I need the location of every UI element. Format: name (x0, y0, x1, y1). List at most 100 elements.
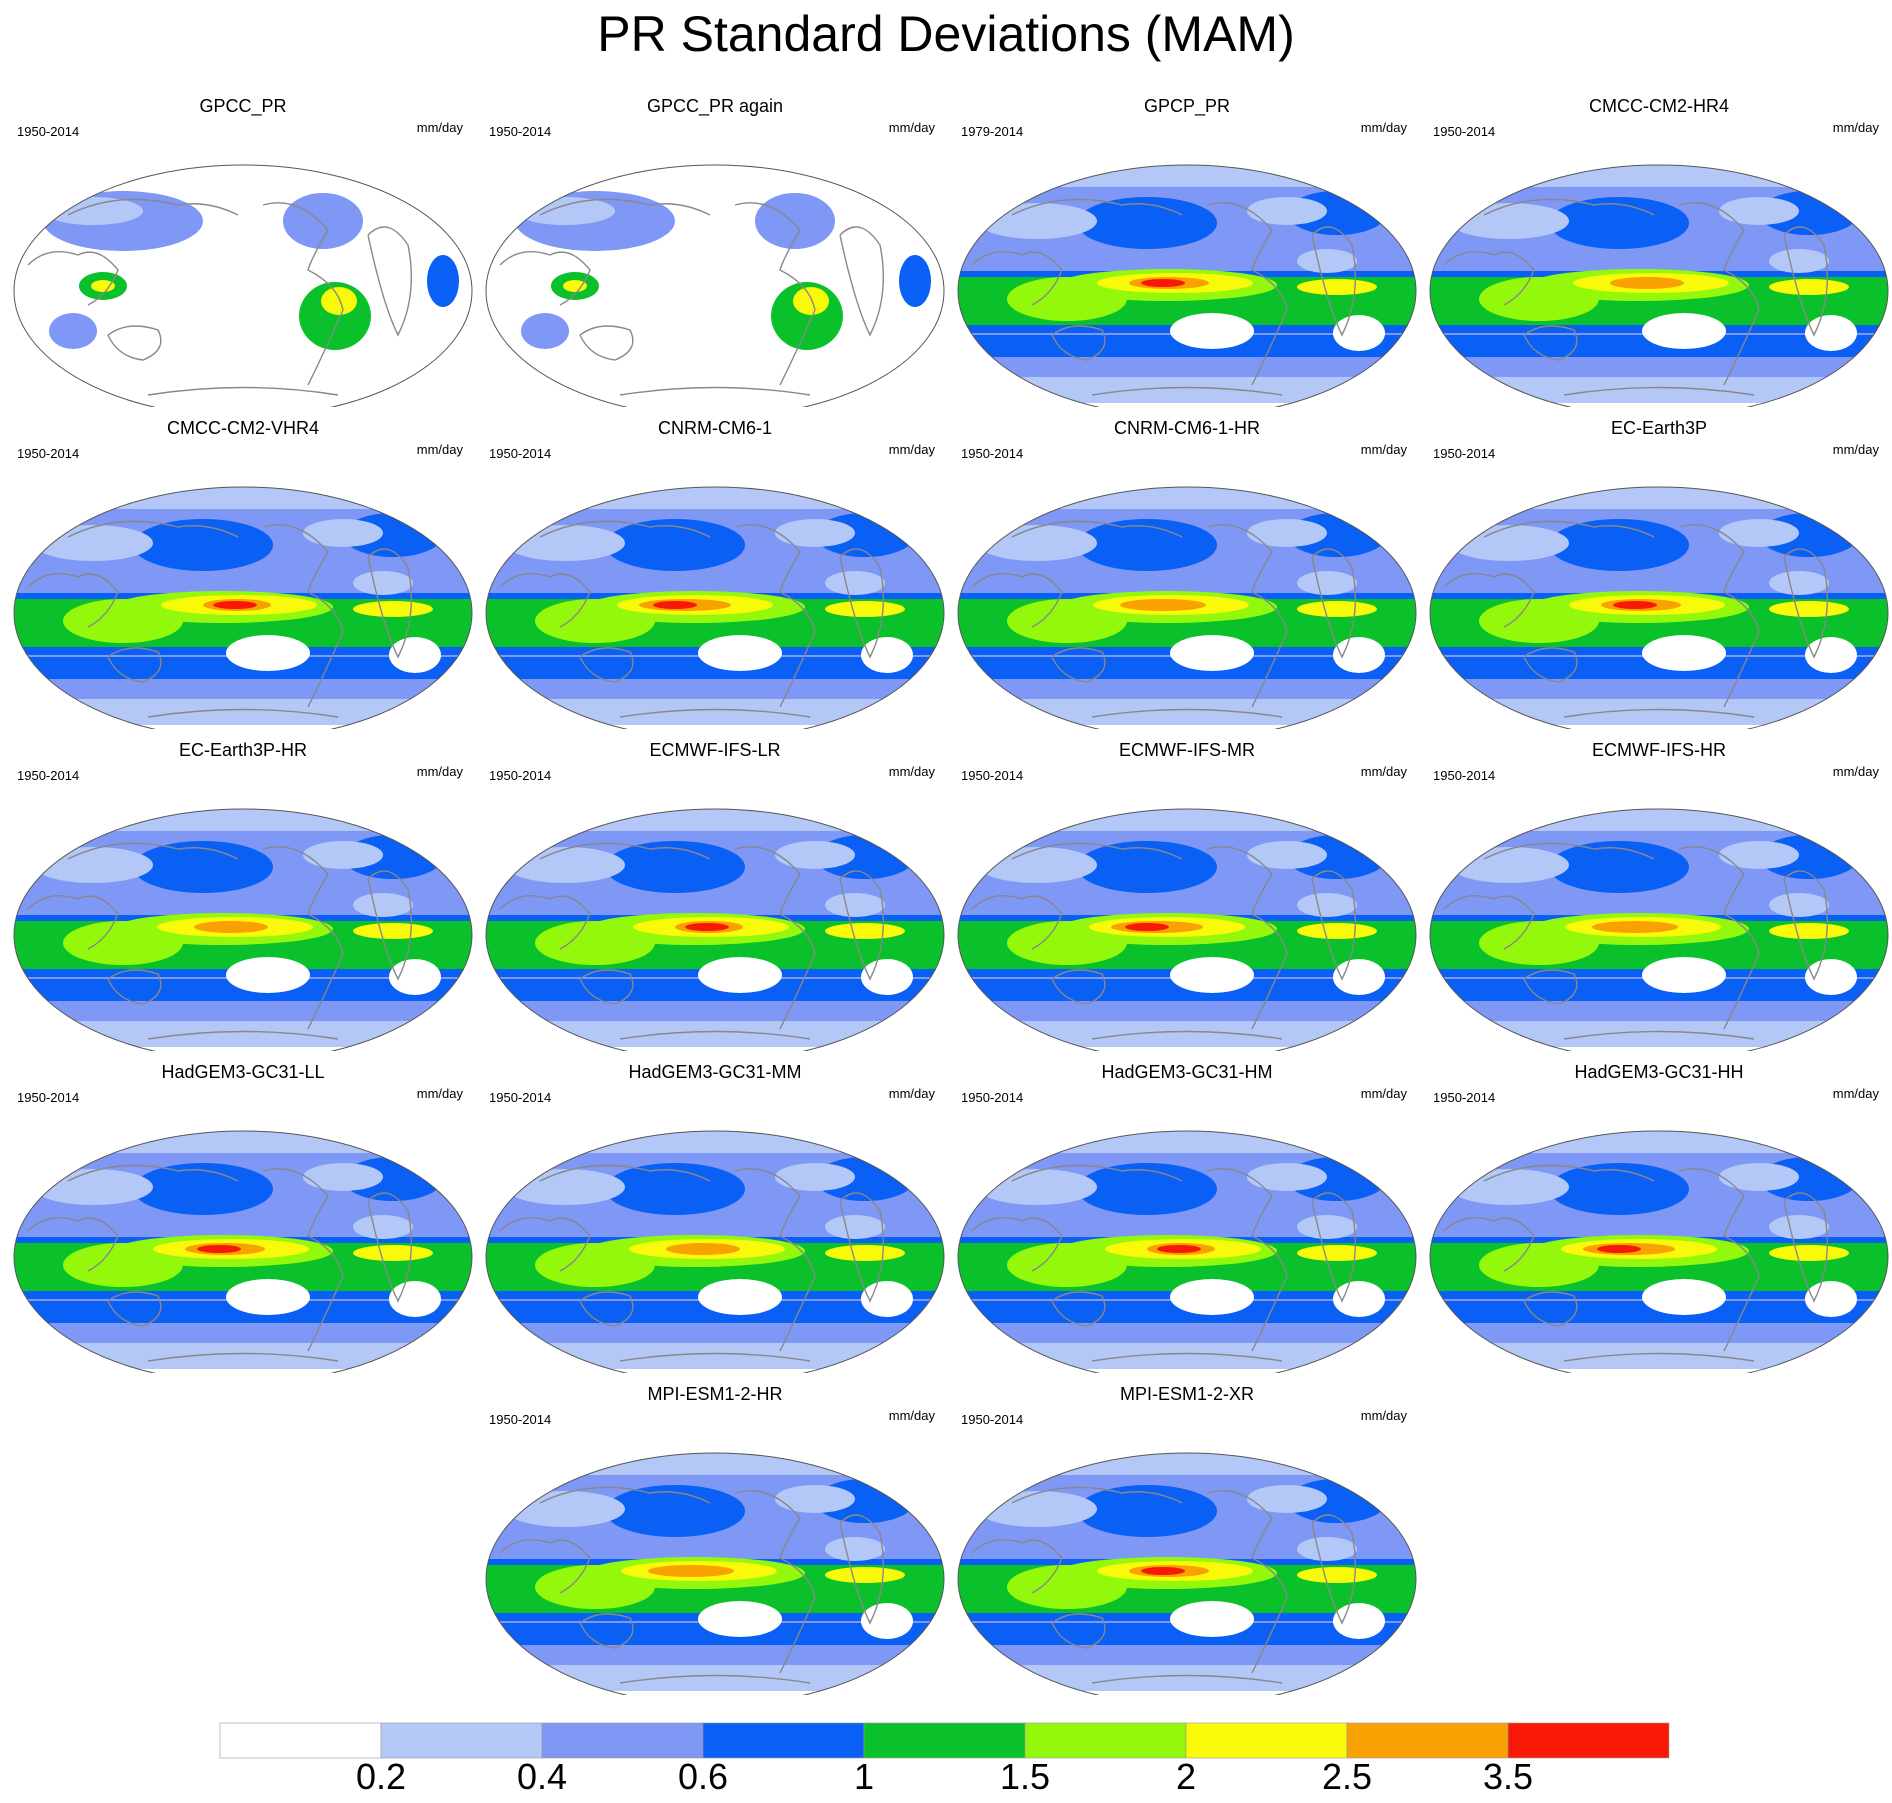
field-sahara-dry (1297, 1537, 1357, 1561)
coastline-3 (1678, 1168, 1760, 1352)
field-canada (1719, 519, 1799, 547)
field-maritime-core (91, 280, 115, 292)
coastline-2 (579, 969, 634, 1005)
coastline-3 (1678, 202, 1760, 386)
map-svg (13, 164, 473, 407)
coastline-1 (539, 842, 711, 860)
panel-title: ECMWF-IFS-LR (649, 740, 781, 760)
precip-field (958, 1453, 1416, 1695)
colorbar-swatch (1185, 1722, 1348, 1759)
field-spacific-dry (1170, 635, 1254, 671)
coastline-3 (1206, 846, 1288, 1030)
field-antarctica (958, 725, 1416, 729)
coastline-1 (539, 198, 711, 216)
coastline-0 (499, 1217, 591, 1272)
field-canada (1247, 197, 1327, 225)
panel-period: 1950-2014 (17, 124, 80, 139)
field-satlantic-dry (1805, 959, 1857, 995)
coastline-0 (971, 573, 1063, 628)
field-sahara-dry (1297, 571, 1357, 595)
field-npacific-storm (1077, 1163, 1217, 1215)
coastline-0 (27, 573, 119, 628)
field-npacific-storm (1077, 841, 1217, 893)
field-spacific-dry (1170, 957, 1254, 993)
field-atlantic-itcz (1769, 279, 1849, 295)
precip-field (486, 165, 944, 407)
panel-title: GPCC_PR (199, 96, 287, 116)
field-itcz-peak (1125, 923, 1169, 931)
coastline-5 (619, 708, 811, 718)
coastline-5 (619, 1674, 811, 1684)
field-atlantic-itcz (1297, 1567, 1377, 1583)
field-npacific-storm (1549, 1163, 1689, 1215)
coastline-2 (107, 325, 162, 361)
field-spacific-dry (1642, 635, 1726, 671)
field-atlantic-itcz (1769, 601, 1849, 617)
map-svg (957, 486, 1417, 729)
field-satlantic-dry (1333, 1281, 1385, 1317)
panel-units: mm/day (888, 1408, 935, 1423)
map-panel: EC-Earth3P 1950-2014 mm/day (1424, 417, 1892, 729)
field-satlantic-dry (389, 1281, 441, 1317)
field-itcz-max (1120, 599, 1206, 611)
colorbar-swatch (1346, 1722, 1509, 1759)
field-sahara-dry (353, 893, 413, 917)
map-border (957, 1130, 1417, 1373)
coastline-3 (1678, 524, 1760, 708)
field-canada (1247, 1485, 1327, 1513)
field-npacific-storm (1077, 197, 1217, 249)
field-antarctica (1430, 1369, 1888, 1373)
coastline-0 (27, 251, 119, 306)
map-panel: MPI-ESM1-2-HR 1950-2014 mm/day (480, 1383, 950, 1695)
coastline-2 (107, 1291, 162, 1327)
coastline-0 (499, 895, 591, 950)
coastline-1 (539, 1486, 711, 1504)
panel-period: 1950-2014 (17, 446, 80, 461)
panel-title: CMCC-CM2-HR4 (1589, 96, 1729, 116)
coastline-4 (1783, 548, 1828, 659)
field-spacific-dry (1170, 1601, 1254, 1637)
map-border (1429, 486, 1889, 729)
coastline-5 (1091, 1030, 1283, 1040)
field-spacific-dry (226, 957, 310, 993)
coastline-4 (367, 226, 412, 337)
field-southern-storm (14, 657, 472, 679)
map-panel: GPCP_PR 1979-2014 mm/day (952, 95, 1422, 407)
precip-field (14, 1131, 472, 1373)
field-npacific-storm (133, 1163, 273, 1215)
field-maritime-core (563, 280, 587, 292)
map-panel: EC-Earth3P-HR 1950-2014 mm/day (8, 739, 478, 1051)
coastline-1 (1483, 842, 1655, 860)
field-spacific-dry (698, 1601, 782, 1637)
map-panel: HadGEM3-GC31-HH 1950-2014 mm/day (1424, 1061, 1892, 1373)
field-sahara-dry (1297, 249, 1357, 273)
colorbar-tick-label: 1 (853, 1756, 875, 1797)
coastline-3 (1206, 1168, 1288, 1352)
coastline-5 (619, 386, 811, 396)
field-antarctica (14, 725, 472, 729)
panel-units: mm/day (1832, 120, 1879, 135)
field-antarctica (14, 1047, 472, 1051)
coastline-4 (367, 1192, 412, 1303)
field-antarctica (486, 1691, 944, 1695)
map-border (13, 486, 473, 729)
field-sahara-dry (1297, 893, 1357, 917)
map-border (13, 1130, 473, 1373)
coastline-1 (67, 520, 239, 538)
field-southern-storm (14, 1301, 472, 1323)
coastline-5 (1091, 1674, 1283, 1684)
coastline-3 (262, 202, 344, 386)
panel-units: mm/day (416, 1086, 463, 1101)
coastline-4 (1783, 226, 1828, 337)
field-southern-storm (1430, 657, 1888, 679)
field-npacific-storm (1549, 197, 1689, 249)
coastline-3 (734, 1168, 816, 1352)
coastline-3 (734, 202, 816, 386)
coastline-3 (734, 846, 816, 1030)
field-satlantic-dry (1805, 1281, 1857, 1317)
panel-units: mm/day (888, 1086, 935, 1101)
precip-field (958, 487, 1416, 729)
field-atlantic-itcz (1769, 923, 1849, 939)
coastline-1 (1011, 520, 1183, 538)
coastline-1 (1011, 198, 1183, 216)
